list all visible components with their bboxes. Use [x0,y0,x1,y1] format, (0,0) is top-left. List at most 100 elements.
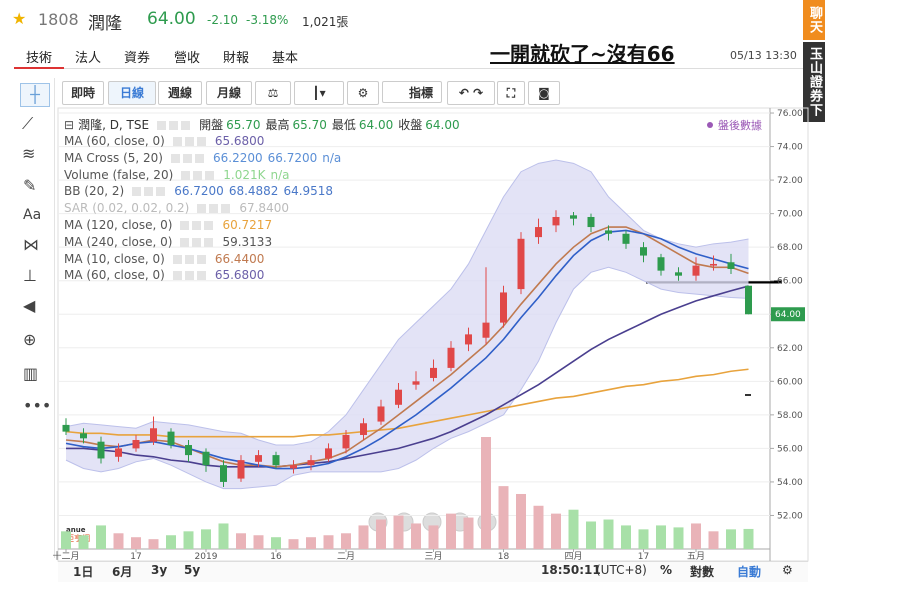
ruler-tool[interactable]: ▥ [23,364,39,383]
volume: 1,021張 [302,15,349,29]
volume-bar [533,505,544,549]
pattern-tool[interactable]: ⋈ [23,235,39,254]
ohlc-value: 65.70 [226,118,261,132]
candle-body [360,423,367,435]
auto-button[interactable]: 自動 [737,565,762,579]
legend-row: MA (240, close, 0) 59.3133 [64,235,277,249]
volume-bar [358,525,369,549]
candle-body [500,292,507,323]
ohlc-name: 開盤 [199,118,224,132]
settings-button[interactable]: ⚙ [347,81,379,105]
clock: 18:50:11 [541,563,601,577]
range-button[interactable]: 1日 [73,565,94,579]
ohlc-name: 收盤 [398,118,423,132]
zoom-tool[interactable]: ⊕ [23,330,37,349]
volume-bar [428,525,439,549]
volume-bar [166,535,176,549]
candle-body [342,434,350,449]
legend-controls[interactable] [180,221,215,230]
left-toolbar [14,78,55,558]
tab[interactable]: 法人 [75,51,102,66]
legend-controls[interactable] [132,187,167,197]
chart-style-button[interactable]: ┃▾ [294,81,344,105]
realtime-button[interactable]: 即時 [62,81,104,105]
candle-body [395,389,402,405]
legend-controls[interactable] [157,121,192,130]
tab[interactable]: 營收 [174,51,201,66]
indicators-button[interactable]: 指標 [382,81,442,103]
y-tick-label: 66.00 [777,277,803,287]
legend-controls[interactable] [172,137,207,146]
volume-bar [463,517,474,549]
tab[interactable]: 財報 [223,51,250,66]
legend-value: n/a [270,167,290,182]
legend-row: MA (10, close, 0) 66.4400 [64,252,269,266]
volume-bar [638,529,649,549]
more-tool[interactable]: ••• [23,396,52,415]
weekly-button[interactable]: 週線 [158,81,202,105]
star[interactable]: ★ [12,9,27,28]
legend-value: 65.6800 [214,268,265,283]
y-tick-label: 64.00 [777,310,803,320]
y-tick-label: 74.00 [777,143,803,153]
fullscreen-button[interactable]: ⛶ [497,81,525,105]
compare-button[interactable]: ⚖ [255,81,291,105]
daily-button[interactable]: 日線 [108,81,156,105]
measure-tool[interactable]: ⊥ [23,266,37,285]
log-button[interactable]: 對數 [690,565,715,579]
snapshot-button[interactable]: ◙ [528,81,560,105]
legend-label: MA (60, close, 0) [64,268,165,283]
legend-value: 67.8400 [239,201,289,216]
candle-body [465,334,472,345]
chat-button[interactable]: 聊天室 [785,0,825,40]
legend-controls[interactable] [170,153,205,163]
legend-value: 66.4400 [214,251,265,266]
legend-symbol: 潤隆, D, TSE [78,118,150,132]
monthly-button[interactable]: 月線 [206,81,252,105]
back-tool[interactable]: ◀ [23,296,36,315]
range-button[interactable]: 3y [151,563,168,577]
crosshair-tool[interactable]: ┼ [20,83,50,107]
undo-redo[interactable]: ↶ ↷ [447,81,495,105]
candle-body [692,265,700,276]
legend-controls[interactable] [180,237,215,247]
volume-bar [341,533,351,549]
candle-body [97,441,105,459]
volume-bar [498,486,509,549]
percent-button[interactable]: % [660,563,673,577]
brush-tool[interactable]: ✎ [23,176,37,195]
line-tool[interactable]: ⟋ [22,114,34,133]
tab[interactable]: 技術 [26,51,53,66]
text-tool[interactable]: Aa [23,207,42,223]
legend-controls[interactable] [172,254,207,264]
candle-body [150,428,157,442]
stock-name: 潤隆 [88,14,122,34]
range-button[interactable]: 5y [184,563,201,577]
legend-value: 65.6800 [214,134,265,148]
volume-bar [743,528,754,549]
volume-bar [323,535,334,549]
candle-body [220,465,227,482]
fib-tool[interactable]: ≋ [22,144,36,163]
volume-bar [148,539,159,549]
candle-body [727,262,735,269]
candle-body [412,381,420,385]
tab-underline [14,67,64,69]
volume-bar [621,525,631,549]
tab[interactable]: 資券 [124,51,151,66]
legend-controls[interactable] [181,170,216,180]
zone: (UTC+8) [596,563,647,577]
trade-button[interactable]: 玉山證券下單 [785,42,825,122]
legend-controls[interactable] [172,271,207,281]
volume-bar [481,437,491,549]
legend-label: MA (60, close, 0) [64,134,165,148]
tab[interactable]: 基本 [272,51,299,66]
volume-bar [516,493,526,549]
candle-body [517,238,525,290]
candle-body [640,247,647,256]
divider [64,68,809,69]
legend-controls[interactable] [197,204,232,214]
bottom-settings[interactable]: ⚙ [782,563,793,577]
volume-bar [568,509,579,549]
range-button[interactable]: 6月 [112,565,133,579]
